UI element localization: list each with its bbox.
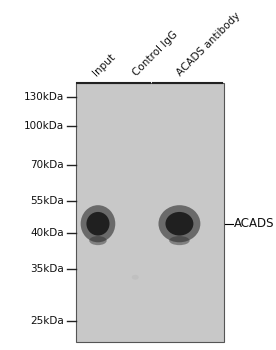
Point [65, 231, 68, 236]
Point [65, 163, 68, 167]
Text: ACADS: ACADS [234, 217, 275, 230]
Ellipse shape [89, 236, 107, 245]
Point [74, 319, 78, 323]
Point [74, 95, 78, 99]
Point [74, 163, 78, 167]
Text: 70kDa: 70kDa [31, 160, 64, 170]
Point [65, 267, 68, 271]
Point [65, 124, 68, 128]
Text: ACADS antibody: ACADS antibody [175, 10, 242, 78]
Text: 35kDa: 35kDa [30, 264, 64, 274]
Point [221, 80, 224, 85]
Point [231, 222, 235, 226]
Text: 25kDa: 25kDa [30, 316, 64, 326]
Bar [76, 83, 224, 342]
Ellipse shape [81, 205, 115, 242]
Point [151, 80, 154, 85]
Point [75, 80, 79, 85]
Ellipse shape [169, 236, 190, 245]
Text: 40kDa: 40kDa [31, 229, 64, 238]
Ellipse shape [132, 275, 139, 280]
Text: 130kDa: 130kDa [24, 92, 64, 102]
Point [118, 80, 122, 85]
Point [74, 231, 78, 236]
Ellipse shape [165, 212, 193, 236]
Point [65, 95, 68, 99]
Point [149, 80, 152, 85]
Text: 100kDa: 100kDa [24, 121, 64, 132]
Text: Control IgG: Control IgG [131, 29, 179, 78]
Text: 55kDa: 55kDa [30, 196, 64, 206]
Point [74, 267, 78, 271]
Point [74, 124, 78, 128]
Point [74, 199, 78, 203]
Point [116, 80, 120, 85]
Text: Input: Input [91, 52, 117, 78]
Point [65, 319, 68, 323]
Point [65, 199, 68, 203]
Ellipse shape [86, 212, 110, 236]
Point [223, 222, 227, 226]
Ellipse shape [158, 205, 200, 242]
